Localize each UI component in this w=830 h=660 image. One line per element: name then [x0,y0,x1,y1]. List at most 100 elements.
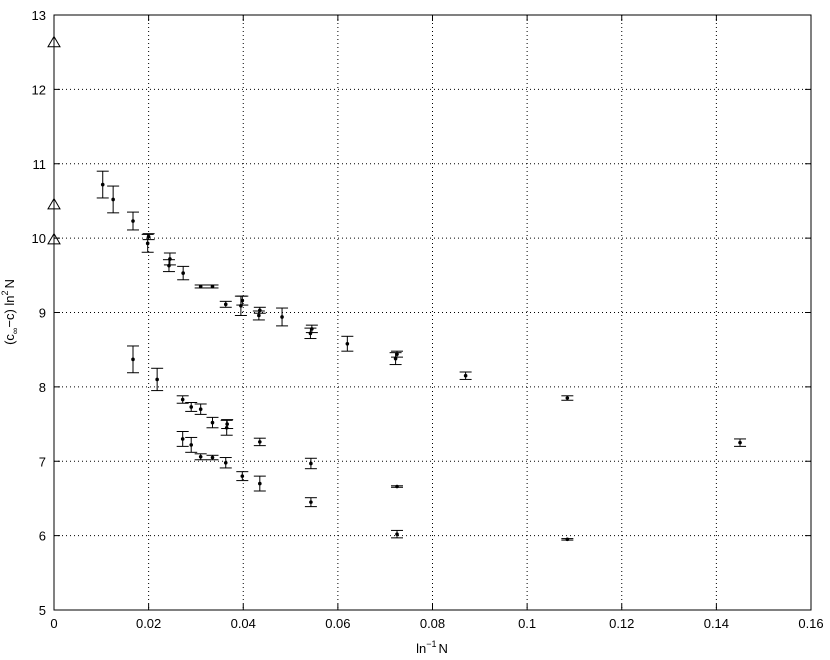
y-tick-label: 10 [32,231,46,246]
point-marker [463,373,468,378]
point-marker [131,357,135,362]
data-point [162,259,175,273]
point-marker [309,461,313,466]
data-point [561,395,574,401]
data-point [206,416,219,429]
point-marker [189,443,194,447]
point-marker [257,313,261,318]
x-tick-label: 0 [50,616,57,631]
point-marker [223,302,228,307]
y-tick-label: 8 [39,380,46,395]
point-marker [145,241,150,246]
point-marker [395,532,399,536]
data-point [176,395,189,404]
point-marker [210,284,215,289]
point-marker [189,405,194,409]
point-marker [395,352,399,356]
point-marker [223,460,228,465]
data-point [107,185,120,214]
point-marker [738,440,742,445]
data-point [734,438,747,447]
data-point [176,431,189,447]
point-marker [280,315,284,319]
x-tick-label: 0.14 [704,616,729,631]
plot-area-frame [53,14,812,611]
data-marks [47,35,747,542]
data-point [305,324,318,334]
data-point [219,457,232,469]
x-tick-label: 0.1 [518,616,536,631]
data-point [151,367,164,392]
y-tick-label: 9 [39,306,46,321]
x-tick-label: 0.04 [231,616,256,631]
series-2 [127,345,574,542]
x-tick-label: 0.12 [609,616,634,631]
data-point [236,471,249,482]
axis-ticks [53,14,812,611]
data-point [253,437,266,447]
data-point [253,475,266,492]
data-point [304,497,317,508]
data-point [194,284,207,289]
point-marker [180,437,185,441]
data-point [185,401,198,412]
data-point [391,529,404,539]
y-tick-label: 7 [39,454,46,469]
y-tick-label: 13 [32,8,46,23]
point-marker [240,298,245,303]
data-point [459,371,472,380]
point-marker [258,440,262,444]
y-tick-label: 6 [39,529,46,544]
x-tick-label: 0.06 [325,616,350,631]
data-point [127,345,140,374]
point-marker [146,234,151,239]
point-marker [210,420,215,425]
grid-lines [54,15,811,610]
data-point [163,252,176,266]
data-point [234,295,247,316]
data-point [206,284,219,289]
point-marker [309,500,313,504]
triangle-marker [47,232,61,245]
data-point [185,436,198,453]
data-point [304,457,317,470]
point-marker [225,422,229,426]
point-marker [258,308,262,313]
data-point [561,537,574,542]
point-marker [395,484,399,489]
data-point [96,170,109,199]
x-tick-label: 0.02 [136,616,161,631]
x-axis-label: ln−1 N [416,639,448,656]
data-point [177,265,190,281]
point-marker [345,341,350,346]
data-point [127,211,140,231]
point-marker [198,454,203,459]
series-1 [96,170,747,447]
point-marker [131,219,135,223]
data-point [206,454,219,461]
y-tick-label: 11 [33,157,47,172]
x-tick-labels: 0 0.02 0.04 0.06 0.08 0.1 0.12 0.14 0.16 [50,616,823,631]
triangle-marker [47,35,61,48]
point-marker [181,271,185,275]
point-marker [180,397,185,402]
x-tick-label: 0.16 [798,616,823,631]
data-point [194,453,207,461]
data-point [142,233,155,241]
point-marker [258,481,262,486]
data-point [341,335,354,352]
y-axis-label: (c∞−c) ln2N [0,279,20,345]
point-marker [168,257,172,261]
data-point [219,300,232,308]
x-tick-label: 0.08 [420,616,445,631]
point-marker [155,377,159,382]
data-point [236,295,249,306]
point-marker [100,182,105,187]
point-marker [393,356,398,361]
data-point [391,350,404,358]
data-point [253,306,266,314]
series-3 [176,431,404,539]
point-marker [310,327,314,331]
y-tick-label: 5 [39,603,46,618]
